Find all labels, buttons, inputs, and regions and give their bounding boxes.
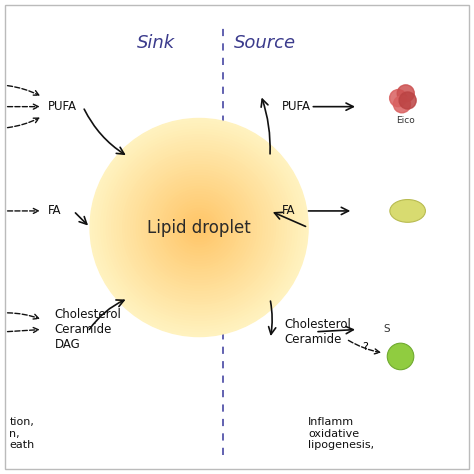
Text: Inflamm
oxidative
lipogenesis,: Inflamm oxidative lipogenesis, — [308, 417, 374, 450]
Circle shape — [128, 156, 270, 299]
Text: FA: FA — [282, 204, 295, 218]
Text: Cholesterol
Ceramide: Cholesterol Ceramide — [284, 318, 351, 346]
Circle shape — [150, 178, 248, 277]
Circle shape — [393, 96, 410, 113]
Circle shape — [177, 206, 221, 249]
Circle shape — [193, 222, 204, 233]
Circle shape — [104, 132, 294, 323]
Text: Source: Source — [234, 34, 297, 52]
Circle shape — [139, 168, 259, 287]
Circle shape — [155, 184, 243, 271]
Text: ?: ? — [362, 342, 368, 352]
Text: FA: FA — [47, 204, 61, 218]
Text: S: S — [383, 324, 390, 335]
Circle shape — [191, 219, 207, 236]
Circle shape — [137, 165, 262, 290]
Text: Cholesterol
Ceramide
DAG: Cholesterol Ceramide DAG — [55, 308, 121, 351]
Circle shape — [126, 154, 273, 301]
Circle shape — [109, 137, 289, 318]
Circle shape — [147, 176, 251, 279]
Circle shape — [142, 170, 256, 285]
Text: tion,
n,
eath: tion, n, eath — [9, 417, 35, 450]
Circle shape — [397, 85, 414, 102]
Circle shape — [166, 195, 232, 260]
Circle shape — [90, 118, 308, 337]
Text: Sink: Sink — [137, 34, 175, 52]
Circle shape — [101, 129, 297, 326]
Circle shape — [172, 200, 226, 255]
Circle shape — [164, 192, 235, 263]
Circle shape — [169, 198, 229, 257]
Text: Eico: Eico — [396, 117, 415, 125]
Text: PUFA: PUFA — [282, 100, 311, 113]
Circle shape — [161, 190, 237, 265]
Circle shape — [134, 162, 264, 293]
Circle shape — [95, 124, 302, 331]
Circle shape — [196, 225, 202, 230]
Text: Lipid droplet: Lipid droplet — [147, 219, 251, 237]
Circle shape — [93, 121, 305, 334]
Circle shape — [145, 173, 254, 282]
Text: PUFA: PUFA — [47, 100, 76, 113]
Circle shape — [185, 214, 213, 241]
Circle shape — [182, 211, 215, 244]
Circle shape — [115, 143, 283, 312]
Circle shape — [387, 343, 414, 370]
Circle shape — [120, 148, 278, 307]
Circle shape — [131, 159, 267, 296]
Circle shape — [188, 217, 210, 238]
Circle shape — [106, 135, 292, 320]
Circle shape — [180, 209, 218, 246]
Circle shape — [112, 140, 286, 315]
Circle shape — [390, 90, 407, 107]
Circle shape — [174, 203, 224, 252]
Circle shape — [117, 146, 281, 309]
Circle shape — [158, 187, 240, 268]
Ellipse shape — [390, 200, 425, 222]
Circle shape — [123, 151, 275, 304]
Circle shape — [98, 127, 300, 328]
Circle shape — [399, 92, 416, 109]
Circle shape — [153, 181, 246, 274]
